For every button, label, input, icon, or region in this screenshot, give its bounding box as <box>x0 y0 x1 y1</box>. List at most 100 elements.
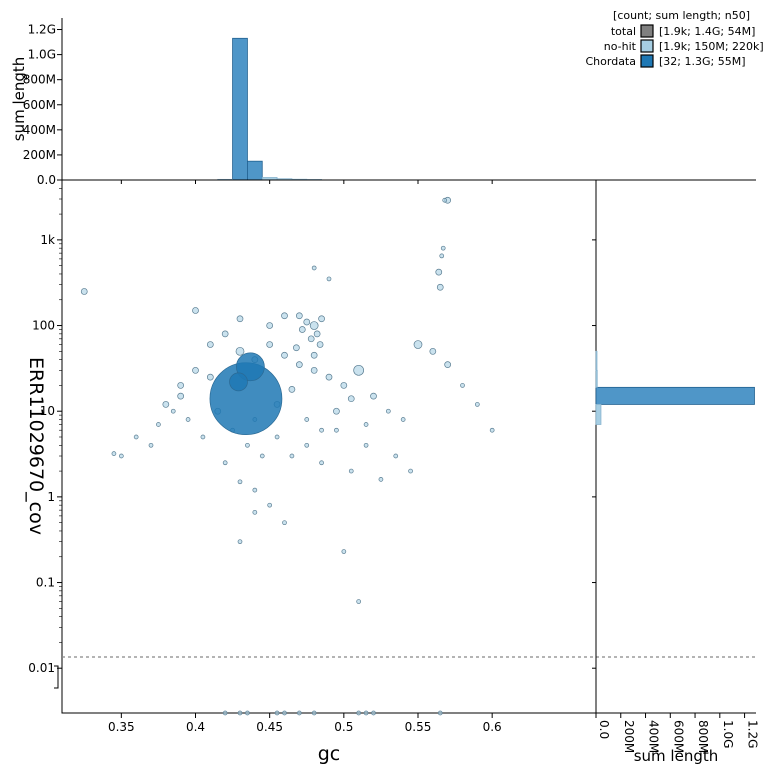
legend-swatch <box>640 39 654 53</box>
scatter-point <box>347 395 355 403</box>
scatter-point <box>282 710 287 716</box>
scatter-point <box>156 422 161 427</box>
top-hist-tick-label: 1.0G <box>28 48 56 62</box>
scatter-point <box>436 283 444 291</box>
scatter-point <box>237 710 243 716</box>
top-hist-tick-label: 0.0 <box>37 173 56 187</box>
right-hist-tick-label: 0.0 <box>597 720 611 739</box>
legend-entry-name: total <box>611 25 636 38</box>
scatter-point <box>333 407 340 415</box>
scatter-point <box>259 453 265 459</box>
legend-header: [count; sum length; n50] <box>613 9 750 22</box>
scatter-point <box>363 710 369 716</box>
scatter-points <box>80 196 495 716</box>
scatter-point <box>266 322 274 329</box>
scatter-point <box>281 351 288 359</box>
scatter-point <box>353 364 365 376</box>
scatter-point <box>185 417 191 422</box>
scatter-point <box>206 373 214 381</box>
x-tick-label: 0.55 <box>405 720 432 734</box>
scatter-point <box>313 330 321 338</box>
legend: [count; sum length; n50] total [1.9k; 1.4… <box>586 9 764 68</box>
scatter-point <box>266 341 274 348</box>
scatter-point <box>245 442 250 448</box>
x-axis-ticks: 0.35 0.4 0.45 0.5 0.55 0.6 <box>108 180 502 734</box>
scatter-point <box>267 502 273 508</box>
scatter-point <box>334 427 339 433</box>
y-tick-label: 10 <box>40 404 55 418</box>
scatter-point <box>222 460 228 466</box>
x-axis-label: gc <box>318 743 341 765</box>
y-tick-label: 100 <box>32 319 55 333</box>
scatter-point <box>296 710 302 716</box>
right-histogram: 0.0 200M 400M 600M 800M 1.0G 1.2G sum length <box>595 179 760 765</box>
scatter-point <box>310 366 318 374</box>
scatter-point <box>111 451 117 456</box>
top-histogram-frame <box>62 18 596 180</box>
scatter-point <box>295 312 303 320</box>
scatter-point <box>435 268 443 276</box>
right-histogram-bar <box>595 404 602 425</box>
top-histogram-bar <box>232 37 248 181</box>
top-hist-tick-label: 1.2G <box>28 23 56 37</box>
scatter-point <box>429 347 437 355</box>
scatter-point <box>295 361 303 368</box>
y-axis-ticks: 0.01 0.1 1 10 100 1k <box>28 179 596 675</box>
scatter-point <box>325 373 333 381</box>
scatter-point <box>437 710 443 716</box>
legend-entry-name: Chordata <box>586 55 637 68</box>
scatter-panel: 0.35 0.4 0.45 0.5 0.55 0.6 0.01 0.1 1 10 100 1k gc… <box>25 179 756 765</box>
scatter-point <box>340 382 348 389</box>
top-hist-tick-label: 400M <box>23 123 56 137</box>
x-tick-label: 0.35 <box>108 720 135 734</box>
scatter-point <box>235 346 245 356</box>
scatter-point <box>252 509 258 515</box>
scatter-point <box>378 477 384 482</box>
scatter-point <box>307 335 315 343</box>
scatter-point <box>252 487 258 493</box>
scatter-point <box>326 276 332 282</box>
scatter-point <box>489 427 495 433</box>
scatter-point <box>371 710 376 716</box>
scatter-point <box>289 453 295 459</box>
legend-swatch <box>640 24 654 38</box>
y-axis-label: ERR11029670_cov <box>25 357 47 535</box>
top-hist-tick-label: 600M <box>23 98 56 112</box>
scatter-point <box>177 392 185 400</box>
right-hist-tick-label: 1.0G <box>721 720 735 748</box>
scatter-point <box>133 434 139 440</box>
scatter-point <box>460 383 465 388</box>
y-tick-label: 1k <box>40 233 55 247</box>
scatter-point <box>440 245 446 251</box>
scatter-point <box>162 401 170 408</box>
legend-entry-stats: [32; 1.3G; 55M] <box>659 55 746 68</box>
y-tick-label: 0.1 <box>36 576 55 590</box>
scatter-point <box>274 710 280 716</box>
scatter-point <box>400 417 406 422</box>
right-hist-tick-label: 200M <box>622 720 636 753</box>
top-histogram: 0.0 200M 400M 600M 800M 1.0G 1.2G sum length <box>10 18 596 187</box>
scatter-point <box>319 427 324 433</box>
scatter-point <box>393 453 399 459</box>
right-histogram-bars <box>595 350 755 425</box>
x-tick-label: 0.45 <box>256 720 283 734</box>
scatter-point <box>370 392 377 400</box>
scatter-point <box>118 453 124 459</box>
scatter-point <box>206 341 214 348</box>
scatter-point <box>237 479 243 485</box>
scatter-point <box>298 326 306 333</box>
scatter-point <box>200 434 206 440</box>
top-histogram-ticks: 0.0 200M 400M 600M 800M 1.0G 1.2G <box>23 23 62 187</box>
scatter-point <box>303 318 311 326</box>
top-hist-tick-label: 800M <box>23 73 56 87</box>
scatter-point <box>245 710 250 716</box>
right-hist-tick-label: 400M <box>647 720 661 753</box>
scatter-point <box>229 372 248 392</box>
scatter-point <box>385 408 391 414</box>
scatter-point <box>474 402 480 407</box>
legend-entry-name: no-hit <box>604 40 637 53</box>
top-histogram-bars <box>217 37 322 181</box>
zero-coverage-bracket <box>54 665 59 689</box>
scatter-point <box>281 312 288 320</box>
